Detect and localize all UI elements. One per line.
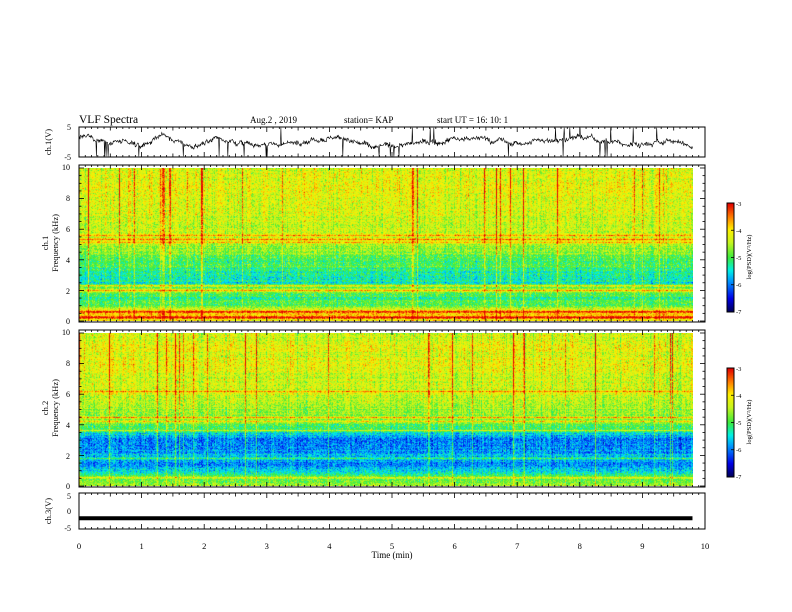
cbar2-tick-m6: -6 xyxy=(736,447,742,454)
waveform-ch3-frame xyxy=(78,492,706,530)
colorbar-ch1-label: log(PSD)(V²/Hz) xyxy=(746,235,753,280)
xtick-9: 9 xyxy=(640,541,644,551)
waveform-ch1-trace xyxy=(78,127,693,157)
cbar1-tick-m6: -6 xyxy=(736,282,742,289)
spec2-ytick-6: 6 xyxy=(66,390,70,399)
spectrogram-ch2-panel: 0 2 4 6 8 10 ch.2 Frequency (kHz) xyxy=(40,328,706,491)
axis-tick-marks xyxy=(78,127,734,529)
colorbar-ch1-gradient xyxy=(727,203,734,312)
spectrogram-ch2-ylabel-channel: ch.2 xyxy=(40,401,50,415)
spec2-ytick-2: 2 xyxy=(66,452,70,461)
spectrogram-ch1-panel: 0 2 4 6 8 10 ch.1 Frequency (kHz) xyxy=(40,163,706,326)
cbar1-tick-m5: -5 xyxy=(736,255,741,262)
xtick-10: 10 xyxy=(701,541,710,551)
spectrogram-ch2-image xyxy=(79,333,693,486)
spectrogram-ch1-ylabel-channel: ch.1 xyxy=(40,236,50,250)
start-time-label: start UT = 16: 10: 1 xyxy=(437,115,508,125)
waveform-ch3-panel: 5 0 -5 ch.3(V) xyxy=(43,492,706,533)
spectrogram-ch1-yticks: 0 2 4 6 8 10 xyxy=(62,163,70,326)
colorbar-ch2-label: log(PSD)(V²/Hz) xyxy=(746,400,753,445)
figure-title: VLF Spectra xyxy=(79,114,138,126)
spec2-ytick-0: 0 xyxy=(66,482,70,491)
cbar2-tick-m4: -4 xyxy=(736,393,742,400)
waveform-ch3-ytick-top: 5 xyxy=(67,492,71,501)
spec1-ytick-10: 10 xyxy=(62,163,70,172)
waveform-ch1-panel: 5 -5 ch.1(V) xyxy=(43,123,706,162)
spec2-ytick-4: 4 xyxy=(66,421,70,430)
cbar2-tick-m5: -5 xyxy=(736,420,741,427)
colorbar-ch2-gradient xyxy=(727,368,734,477)
xtick-0: 0 xyxy=(77,541,81,551)
spectrogram-ch1-ylabel-frequency: Frequency (kHz) xyxy=(50,214,60,272)
waveform-ch1-ytick-bottom: -5 xyxy=(64,153,71,162)
xtick-6: 6 xyxy=(452,541,456,551)
spec2-ytick-10: 10 xyxy=(62,328,70,337)
colorbar-ch2: -3 -4 -5 -6 -7 log(PSD)(V²/Hz) xyxy=(726,366,753,481)
cbar1-tick-m7: -7 xyxy=(736,309,742,316)
cbar1-tick-m4: -4 xyxy=(736,228,742,235)
x-axis-label: Time (min) xyxy=(372,550,413,560)
xtick-4: 4 xyxy=(327,541,332,551)
spec1-ytick-2: 2 xyxy=(66,287,70,296)
xtick-5: 5 xyxy=(390,541,394,551)
xtick-1: 1 xyxy=(139,541,143,551)
spectrogram-ch2-yticks: 0 2 4 6 8 10 xyxy=(62,328,70,491)
spectrogram-ch1-image xyxy=(79,168,693,321)
station-label: station= KAP xyxy=(344,115,393,125)
waveform-ch1-ylabel: ch.1(V) xyxy=(43,129,53,155)
spec1-ytick-8: 8 xyxy=(66,194,70,203)
cbar2-tick-m7: -7 xyxy=(736,474,742,481)
spec1-ytick-0: 0 xyxy=(66,317,70,326)
spectrogram-ch2-ylabel-frequency: Frequency (kHz) xyxy=(50,379,60,437)
cbar1-tick-m3: -3 xyxy=(736,201,741,208)
waveform-ch3-ytick-bottom: -5 xyxy=(64,524,71,533)
xtick-8: 8 xyxy=(578,541,582,551)
xtick-2: 2 xyxy=(202,541,206,551)
waveform-ch3-ylabel: ch.3(V) xyxy=(43,498,53,524)
spec1-ytick-4: 4 xyxy=(66,256,70,265)
spec2-ytick-8: 8 xyxy=(66,359,70,368)
waveform-ch1-ytick-top: 5 xyxy=(67,123,71,132)
xtick-7: 7 xyxy=(515,541,519,551)
cbar2-tick-m3: -3 xyxy=(736,366,741,373)
waveform-ch3-ytick-mid: 0 xyxy=(67,507,71,516)
x-axis: 0 1 2 3 4 5 6 7 8 9 10 Time (min) xyxy=(77,541,709,560)
xtick-3: 3 xyxy=(265,541,269,551)
date-label: Aug.2 , 2019 xyxy=(250,115,297,125)
colorbar-ch1: -3 -4 -5 -6 -7 log(PSD)(V²/Hz) xyxy=(726,201,753,316)
spec1-ytick-6: 6 xyxy=(66,225,70,234)
